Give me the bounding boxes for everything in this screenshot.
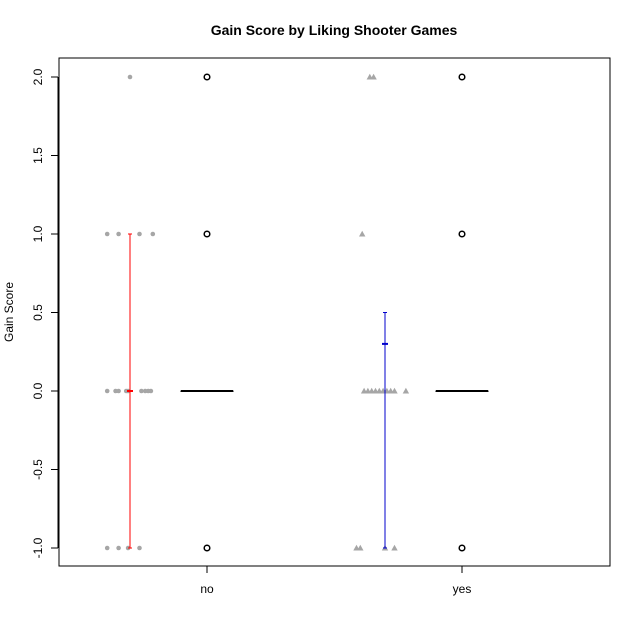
data-point <box>391 544 398 551</box>
x-tick-label-yes: yes <box>453 582 472 596</box>
data-point <box>104 545 110 551</box>
y-tick-label: -0.5 <box>31 459 45 480</box>
x-axis: no yes <box>200 566 471 596</box>
data-point <box>127 74 133 80</box>
data-point <box>104 388 110 394</box>
data-point <box>150 231 156 237</box>
data-point <box>139 388 144 394</box>
x-tick-label-no: no <box>200 582 214 596</box>
data-point <box>137 545 142 551</box>
y-tick-label: 0.5 <box>31 304 45 321</box>
outlier <box>458 230 466 238</box>
data-point <box>370 73 377 80</box>
y-tick-label: -1.0 <box>31 537 45 558</box>
data-point <box>357 544 364 551</box>
data-point <box>116 545 121 551</box>
group-yes <box>353 73 489 552</box>
y-axis-label: Gain Score <box>2 282 16 342</box>
outlier <box>458 544 466 552</box>
y-tick-label: 1.5 <box>31 147 45 164</box>
data-point <box>104 231 110 237</box>
outlier <box>458 73 466 81</box>
y-tick-label: 2.0 <box>31 68 45 85</box>
y-tick-label: 1.0 <box>31 225 45 242</box>
outlier <box>203 73 211 81</box>
data-point <box>137 231 142 237</box>
plot-frame <box>58 57 611 567</box>
data-point <box>402 387 410 394</box>
data-point <box>148 388 154 394</box>
outlier <box>203 230 211 238</box>
data-point <box>359 230 366 237</box>
data-point <box>116 231 121 237</box>
data-point <box>391 387 398 394</box>
groups <box>104 73 489 552</box>
y-tick-label: 0.0 <box>31 382 45 399</box>
chart-title: Gain Score by Liking Shooter Games <box>211 22 458 38</box>
y-axis: -1.0 -0.5 0.0 0.5 1.0 1.5 2.0 <box>31 68 59 558</box>
group-no <box>104 73 234 552</box>
data-point <box>116 388 121 394</box>
outlier <box>203 544 211 552</box>
